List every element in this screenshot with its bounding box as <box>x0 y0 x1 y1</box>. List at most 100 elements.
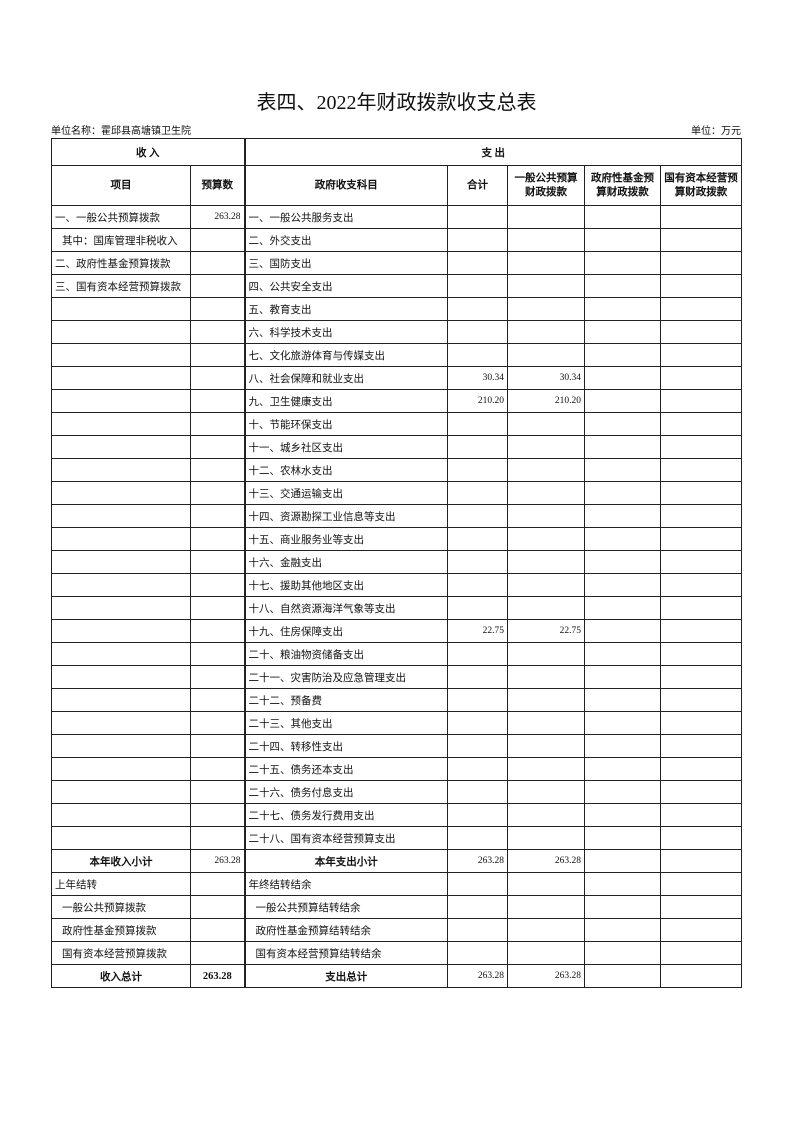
cell <box>190 550 245 574</box>
cell <box>51 596 191 620</box>
cell: 263.28 <box>190 849 245 873</box>
cell <box>190 757 245 781</box>
cell <box>584 596 661 620</box>
table-row: 二十一、灾害防治及应急管理支出 <box>51 665 742 689</box>
cell <box>660 228 742 252</box>
cell <box>447 688 508 712</box>
cell: 十六、金融支出 <box>243 550 448 574</box>
cell <box>507 665 585 689</box>
cell <box>660 366 742 390</box>
table-row: 政府性基金预算拨款 政府性基金预算结转结余 <box>51 918 742 942</box>
table-row: 八、社会保障和就业支出 30.34 30.34 <box>51 366 742 390</box>
cell <box>507 251 585 275</box>
cell: 国有资本经营预算拨款 <box>51 941 191 965</box>
cell: 十四、资源勘探工业信息等支出 <box>243 504 448 528</box>
table-row: 一、一般公共预算拨款 263.28 一、一般公共服务支出 <box>51 205 742 229</box>
table-row: 二、政府性基金预算拨款 三、国防支出 <box>51 251 742 275</box>
cell <box>584 550 661 574</box>
column-header: 合计 <box>447 165 508 206</box>
cell <box>190 458 245 482</box>
cell <box>51 435 191 459</box>
cell: 收入总计 <box>51 964 191 988</box>
cell <box>584 895 661 919</box>
cell <box>447 435 508 459</box>
cell <box>190 941 245 965</box>
cell <box>584 504 661 528</box>
cell <box>660 872 742 896</box>
cell: 263.28 <box>507 964 585 988</box>
cell <box>660 619 742 643</box>
cell <box>584 389 661 413</box>
cell <box>51 665 191 689</box>
table-row: 十、节能环保支出 <box>51 412 742 436</box>
cell <box>190 872 245 896</box>
cell <box>190 389 245 413</box>
cell: 三、国有资本经营预算拨款 <box>51 274 191 298</box>
table-row: 二十四、转移性支出 <box>51 734 742 758</box>
table-row: 九、卫生健康支出 210.20 210.20 <box>51 389 742 413</box>
cell: 二十二、预备费 <box>243 688 448 712</box>
cell <box>447 826 508 850</box>
unit-name: 单位名称：霍邱县高塘镇卫生院 <box>51 126 191 137</box>
cell <box>51 504 191 528</box>
column-header: 政府收支科目 <box>243 165 448 206</box>
cell <box>507 320 585 344</box>
cell: 七、文化旅游体育与传媒支出 <box>243 343 448 367</box>
table-row: 国有资本经营预算拨款 国有资本经营预算结转结余 <box>51 941 742 965</box>
cell: 五、教育支出 <box>243 297 448 321</box>
table-row: 二十六、债务付息支出 <box>51 780 742 804</box>
cell <box>447 872 508 896</box>
cell <box>584 527 661 551</box>
cell <box>51 711 191 735</box>
cell <box>190 780 245 804</box>
table-row: 二十、粮油物资储备支出 <box>51 642 742 666</box>
cell <box>584 573 661 597</box>
cell <box>507 343 585 367</box>
table-row: 十八、自然资源海洋气象等支出 <box>51 596 742 620</box>
cell <box>51 826 191 850</box>
cell <box>51 550 191 574</box>
cell <box>660 251 742 275</box>
cell <box>447 665 508 689</box>
cell <box>190 435 245 459</box>
cell <box>507 734 585 758</box>
cell <box>447 941 508 965</box>
cell <box>447 458 508 482</box>
cell <box>660 780 742 804</box>
cell <box>584 711 661 735</box>
unit: 单位：万元 <box>691 126 741 137</box>
cell <box>447 274 508 298</box>
table-row: 七、文化旅游体育与传媒支出 <box>51 343 742 367</box>
cell <box>507 895 585 919</box>
cell <box>584 688 661 712</box>
cell: 十二、农林水支出 <box>243 458 448 482</box>
cell: 支出总计 <box>243 964 448 988</box>
group-header: 收 入 <box>51 138 245 166</box>
cell: 263.28 <box>447 849 508 873</box>
cell <box>584 665 661 689</box>
cell <box>584 343 661 367</box>
cell: 263.28 <box>190 205 245 229</box>
table-row: 二十三、其他支出 <box>51 711 742 735</box>
cell <box>507 711 585 735</box>
cell: 本年收入小计 <box>51 849 191 873</box>
cell <box>190 895 245 919</box>
table-row: 十三、交通运输支出 <box>51 481 742 505</box>
cell <box>584 435 661 459</box>
cell <box>660 297 742 321</box>
cell <box>584 274 661 298</box>
cell <box>507 596 585 620</box>
cell <box>507 550 585 574</box>
cell <box>660 504 742 528</box>
cell: 其中：国库管理非税收入 <box>51 228 191 252</box>
cell: 上年结转 <box>51 872 191 896</box>
cell <box>584 780 661 804</box>
cell <box>447 918 508 942</box>
cell <box>447 550 508 574</box>
table-row: 十二、农林水支出 <box>51 458 742 482</box>
table-row: 五、教育支出 <box>51 297 742 321</box>
cell <box>660 320 742 344</box>
cell <box>51 366 191 390</box>
cell: 263.28 <box>447 964 508 988</box>
cell <box>51 757 191 781</box>
